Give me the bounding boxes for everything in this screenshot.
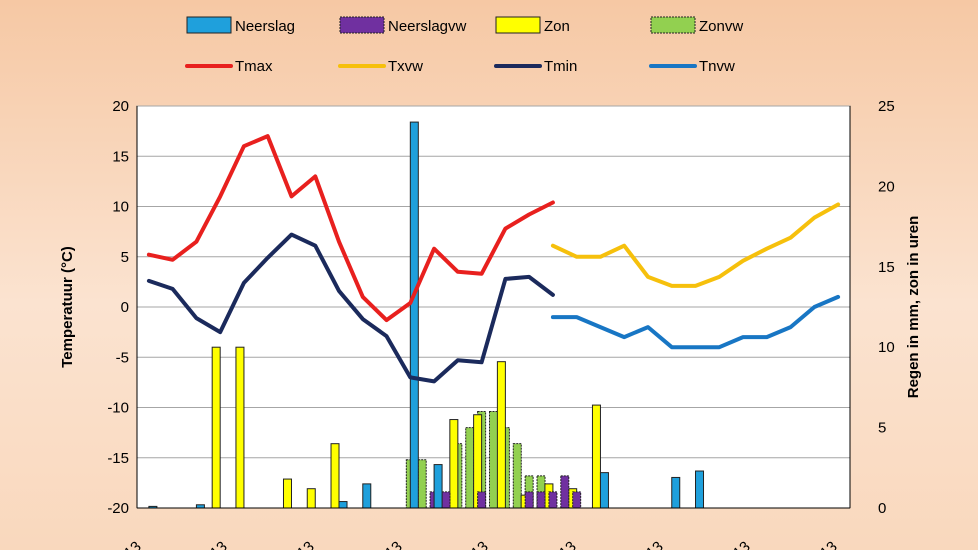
y-tick-label-right: 25: [878, 98, 895, 115]
x-tick-label: 2013: [281, 538, 317, 550]
zonvw-bar: [465, 427, 475, 509]
zon-bar: [496, 361, 506, 509]
neerslag-bar: [433, 464, 443, 509]
y-axis-label-left: Temperatuur (°C): [59, 246, 76, 368]
x-tick-label: 2013: [108, 538, 144, 550]
y-tick-label-right: 5: [878, 420, 886, 437]
legend: Neerslag Neerslagvw Zon Zonvw Tmax Txvw Tmin Tn…: [185, 16, 743, 75]
legend-swatch-zonvw: [650, 16, 696, 34]
neerslag-bar: [362, 483, 372, 509]
legend-label-txvw: Txvw: [388, 58, 423, 75]
zon-bar: [306, 488, 316, 509]
lines: [146, 134, 841, 384]
zon-bar: [235, 346, 245, 509]
y-tick-label-left: 5: [121, 249, 129, 266]
neerslagvw-bar: [536, 491, 546, 509]
x-tick-label: 2013: [194, 538, 230, 550]
legend-label-tmin: Tmin: [544, 58, 577, 75]
neerslagvw-bar: [477, 491, 487, 509]
y-tick-label-right: 0: [878, 500, 886, 517]
txvw-line: [550, 202, 841, 288]
zon-bar: [330, 443, 340, 509]
neerslagvw-bar: [560, 475, 570, 509]
x-tick-label: 2013: [717, 538, 753, 550]
neerslag-bar: [599, 472, 609, 509]
y-tick-label-left: -5: [116, 349, 129, 366]
legend-swatch-zon: [495, 16, 541, 34]
zon-bar: [282, 478, 292, 509]
zonvw-bar: [417, 459, 427, 509]
y-tick-label-left: 0: [121, 299, 129, 316]
legend-label-tmax: Tmax: [235, 58, 273, 75]
x-tick-label: 2013: [804, 538, 840, 550]
zonvw-bar: [489, 411, 498, 509]
y-axis-label-right: Regen in mm, zon in uren: [905, 216, 922, 399]
legend-label-neerslag: Neerslag: [235, 18, 295, 35]
y-tick-label-left: 20: [112, 98, 129, 115]
x-tick-label: 2013: [455, 538, 491, 550]
legend-label-zon: Zon: [544, 18, 570, 35]
legend-swatch-neerslagvw: [339, 16, 385, 34]
neerslag-bar: [338, 501, 348, 509]
bars: [148, 121, 705, 509]
x-tick-label: 2013: [369, 538, 405, 550]
neerslag-bar: [409, 121, 419, 509]
tnvw-line: [550, 294, 841, 350]
neerslagvw-bar: [524, 491, 534, 509]
neerslag-bar: [695, 470, 705, 509]
y-tick-label-left: -20: [107, 500, 129, 517]
zon-bar: [211, 346, 221, 509]
tmin-line: [146, 232, 555, 384]
axes: 20 15 10 5 0 -5 -10 -15 -20 25 20 15 10 5 0 2013 2013 201…: [107, 98, 894, 550]
y-tick-label-left: 10: [112, 199, 129, 216]
y-tick-label-right: 10: [878, 339, 895, 356]
neerslag-bar: [671, 476, 681, 509]
zon-bar: [591, 404, 601, 509]
zon-bar: [449, 419, 459, 509]
zonvw-bar: [512, 443, 522, 509]
y-tick-label-right: 15: [878, 259, 895, 276]
legend-swatch-neerslag: [186, 16, 232, 34]
x-tick-label: 2013: [543, 538, 579, 550]
neerslagvw-bar: [548, 491, 558, 509]
x-tick-label: 2013: [630, 538, 666, 550]
legend-label-tnvw: Tnvw: [699, 58, 735, 75]
legend-label-zonvw: Zonvw: [699, 18, 743, 35]
tmax-line: [146, 134, 555, 323]
y-tick-label-left: -10: [107, 400, 129, 417]
legend-label-neerslagvw: Neerslagvw: [388, 18, 467, 35]
neerslagvw-bar: [572, 491, 582, 509]
y-tick-label-right: 20: [878, 178, 895, 195]
neerslagvw-bar: [441, 491, 451, 509]
y-tick-label-left: -15: [107, 450, 129, 467]
y-tick-label-left: 15: [112, 148, 129, 165]
